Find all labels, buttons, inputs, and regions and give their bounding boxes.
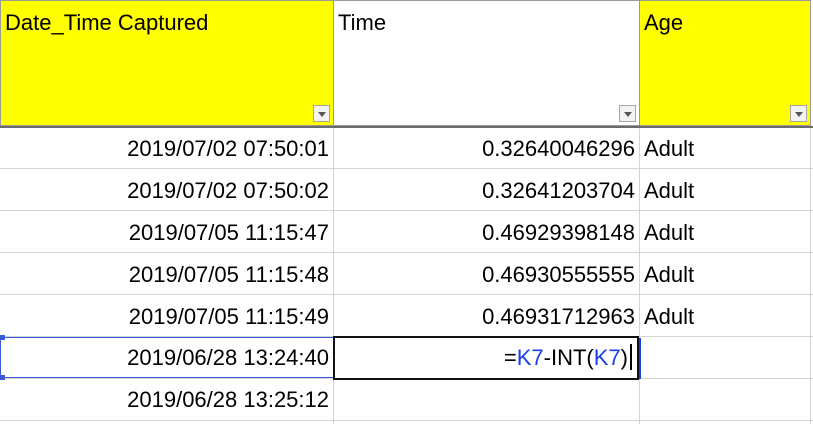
formula-function: -INT( (543, 345, 594, 370)
cell-date-time[interactable]: 2019/07/02 07:50:02 (127, 178, 329, 203)
header-cell-time[interactable]: Time (333, 0, 640, 126)
cell-time[interactable]: 0.46931712963 (482, 304, 635, 329)
cell-date-time-referenced[interactable]: 2019/06/28 13:24:40 (127, 345, 329, 370)
cell-date-time[interactable]: 2019/06/28 13:25:12 (127, 387, 329, 412)
cell-date-time[interactable]: 2019/07/05 11:15:48 (128, 262, 329, 287)
cell-time[interactable]: 0.32641203704 (482, 178, 635, 203)
filter-dropdown-button[interactable] (313, 105, 330, 122)
row-gridline (0, 252, 813, 253)
cell-time[interactable]: 0.46930555555 (482, 262, 635, 287)
cell-time[interactable]: 0.46929398148 (482, 220, 635, 245)
cell-date-time[interactable]: 2019/07/05 11:15:49 (128, 304, 329, 329)
formula-prefix: = (503, 345, 517, 370)
row-gridline (0, 294, 813, 295)
cell-age[interactable]: Adult (644, 262, 695, 287)
header-cell-date-time[interactable]: Date_Time Captured (0, 0, 334, 126)
formula-reference-highlight (0, 337, 334, 378)
column-gridline (810, 0, 811, 424)
cell-time-editing[interactable]: =K7-INT(K7) (333, 336, 639, 380)
cell-time[interactable]: 0.32640046296 (482, 136, 635, 161)
cell-date-time[interactable]: 2019/07/05 11:15:47 (128, 220, 329, 245)
cell-age[interactable]: Adult (644, 178, 695, 203)
header-label: Age (644, 10, 684, 35)
cell-age[interactable]: Adult (644, 136, 695, 161)
row-gridline (0, 168, 813, 169)
column-gridline (639, 0, 640, 424)
header-separator (0, 126, 813, 128)
row-gridline (0, 210, 813, 211)
row-gridline (0, 420, 813, 421)
reference-handle[interactable] (0, 375, 5, 380)
filter-dropdown-icon (318, 112, 326, 117)
reference-handle[interactable] (0, 335, 5, 340)
filter-dropdown-button[interactable] (790, 105, 807, 122)
cell-age[interactable] (639, 379, 810, 421)
cell-date-time[interactable]: 2019/07/02 07:50:01 (127, 136, 329, 161)
header-label: Time (338, 10, 387, 35)
cell-time[interactable] (333, 379, 639, 421)
cell-age[interactable]: Adult (644, 220, 695, 245)
formula-cell-reference: K7 (593, 345, 621, 370)
column-gridline (333, 0, 334, 424)
edit-cell-edge (639, 338, 641, 379)
formula-suffix: ) (620, 345, 628, 370)
cell-age[interactable]: Adult (644, 304, 695, 329)
filter-dropdown-button[interactable] (619, 105, 636, 122)
filter-dropdown-icon (795, 112, 803, 117)
formula-cell-reference: K7 (516, 345, 544, 370)
filter-dropdown-icon (624, 112, 632, 117)
cell-age[interactable] (641, 337, 810, 379)
text-cursor (630, 344, 632, 370)
header-label: Date_Time Captured (5, 10, 209, 35)
header-cell-age[interactable]: Age (639, 0, 811, 126)
